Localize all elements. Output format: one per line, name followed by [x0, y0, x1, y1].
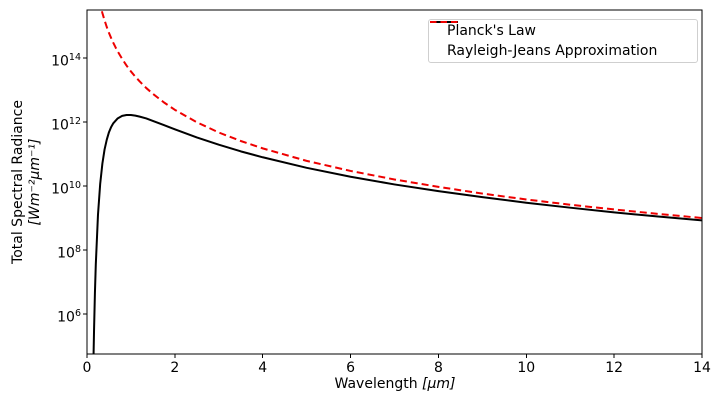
- legend-entry-planck: Planck's Law: [429, 21, 697, 41]
- y-tick-label: 1010: [51, 180, 81, 198]
- legend: Planck's Law Rayleigh-Jeans Approximatio…: [428, 19, 698, 63]
- x-tick-label: 10: [517, 360, 536, 376]
- plot-border: [86, 9, 703, 355]
- x-tick-label: 0: [82, 360, 92, 376]
- legend-label-planck: Planck's Law: [447, 23, 537, 39]
- x-tick-label: 12: [605, 360, 624, 376]
- rayleigh-jeans-line-sample-icon: [430, 21, 458, 23]
- x-tick-label: 2: [170, 360, 180, 376]
- legend-entry-rayleigh-jeans: Rayleigh-Jeans Approximation: [429, 21, 697, 61]
- planck-curve: [92, 114, 702, 354]
- y-tick-label: 106: [57, 308, 81, 326]
- y-tick-label: 1014: [51, 52, 81, 70]
- rayleigh-jeans-curve: [100, 10, 702, 219]
- x-axis-label: Wavelength [μm]: [334, 376, 456, 392]
- x-tick-label: 6: [346, 360, 356, 376]
- x-tick-label: 4: [258, 360, 268, 376]
- y-axis-label-units: [Wm⁻²μm⁻¹]: [27, 138, 43, 226]
- y-axis-label: Total Spectral Radiance [Wm⁻²μm⁻¹]: [10, 100, 44, 264]
- legend-label-rayleigh-jeans: Rayleigh-Jeans Approximation: [447, 43, 658, 59]
- y-tick-label: 1012: [51, 116, 81, 134]
- y-tick-label: 108: [57, 244, 81, 262]
- x-tick-label: 8: [433, 360, 443, 376]
- x-tick-label: 14: [693, 360, 711, 376]
- y-axis-label-line1: Total Spectral Radiance: [10, 100, 26, 264]
